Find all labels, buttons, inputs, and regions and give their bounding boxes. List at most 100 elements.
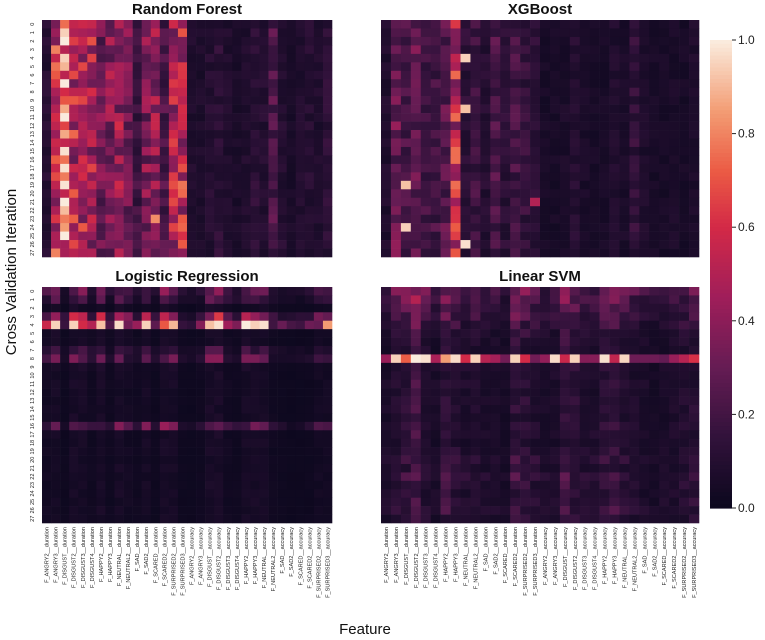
heatmap-cell (51, 455, 61, 465)
heatmap-cell (540, 438, 551, 448)
heatmap-cell (51, 362, 61, 372)
feature-tick-label: F_DISGUST4__duration (434, 527, 440, 588)
heatmap-cell (205, 20, 215, 29)
heatmap-cell (520, 130, 531, 139)
heatmap-cell (313, 45, 324, 55)
heatmap-cell (114, 405, 124, 414)
heatmap-cell (639, 163, 650, 173)
heatmap-cell (105, 337, 115, 347)
heatmap-cell (679, 295, 690, 305)
heatmap-cell (87, 320, 97, 330)
heatmap-cell (259, 130, 269, 139)
heatmap-cell (649, 489, 660, 499)
heatmap-cell (132, 214, 142, 224)
heatmap-cell (205, 53, 215, 63)
heatmap-cell (141, 180, 152, 190)
row-tick-label: 6 (30, 340, 36, 343)
heatmap-cell (400, 172, 412, 182)
heatmap-cell (241, 320, 251, 330)
heatmap-cell (540, 514, 551, 524)
heatmap-cell (114, 472, 124, 482)
heatmap-cell (390, 489, 402, 499)
heatmap-cell (629, 312, 640, 322)
feature-tick-label: F_DISGUST3__duration (81, 527, 87, 588)
heatmap-cell (114, 79, 124, 89)
heatmap-cell (105, 53, 115, 63)
heatmap-cell (400, 287, 412, 296)
heatmap-cell (679, 172, 690, 182)
heatmap-cell (659, 96, 670, 105)
heatmap-cell (470, 155, 481, 165)
heatmap-cell (420, 379, 431, 389)
heatmap-cell (132, 62, 142, 72)
heatmap-cell (460, 413, 471, 423)
heatmap-cell (669, 346, 680, 355)
heatmap-cell (141, 379, 152, 389)
heatmap-panel: XGBoost (381, 1, 700, 258)
heatmap-cell (268, 421, 278, 431)
heatmap-cell (689, 121, 700, 131)
heatmap-cell (381, 197, 392, 207)
heatmap-cell (42, 295, 52, 305)
heatmap-cell (500, 489, 511, 499)
heatmap-cell (500, 320, 511, 330)
heatmap-cell (177, 455, 188, 465)
heatmap-cell (549, 464, 561, 473)
panel-title: XGBoost (508, 1, 572, 18)
heatmap-cell (268, 464, 278, 473)
feature-tick-label: F_SCARED__accuracy (662, 527, 668, 586)
heatmap-cell (232, 206, 242, 215)
heatmap-cell (410, 497, 422, 507)
heatmap-cell (69, 231, 79, 241)
heatmap-cell (520, 438, 531, 448)
heatmap-cell (114, 303, 124, 313)
heatmap-cell (609, 438, 620, 448)
heatmap-cell (232, 113, 242, 122)
heatmap-cell (500, 329, 511, 338)
heatmap-cell (540, 287, 551, 296)
heatmap-cell (659, 223, 670, 232)
heatmap-cell (659, 362, 670, 372)
heatmap-cell (114, 312, 124, 322)
heatmap-cell (277, 79, 287, 89)
heatmap-cell (105, 455, 115, 465)
heatmap-cell (250, 295, 260, 305)
heatmap-cell (268, 362, 278, 372)
heatmap-cell (313, 70, 324, 80)
heatmap-cell (51, 248, 61, 258)
heatmap-cell (619, 28, 630, 38)
heatmap-cell (223, 155, 233, 165)
heatmap-cell (241, 20, 251, 29)
heatmap-cell (322, 421, 333, 431)
heatmap-cell (549, 70, 561, 80)
heatmap-cell (549, 472, 561, 482)
heatmap-cell (241, 346, 251, 355)
heatmap-cell (679, 421, 690, 431)
heatmap-cell (322, 379, 333, 389)
heatmap-cell (241, 130, 251, 139)
heatmap-cell (141, 413, 152, 423)
heatmap-cell (196, 20, 206, 29)
heatmap-cell (42, 287, 52, 296)
heatmap-cell (232, 96, 242, 105)
heatmap-cell (490, 480, 501, 490)
heatmap-cell (168, 197, 179, 207)
heatmap-cell (679, 489, 690, 499)
heatmap-cell (114, 146, 124, 156)
heatmap-cell (87, 20, 97, 29)
heatmap-cell (629, 413, 640, 423)
colorbar-segment (710, 51, 732, 57)
heatmap-cell (313, 197, 324, 207)
heatmap-cell (168, 506, 179, 515)
heatmap-cell (589, 421, 600, 431)
heatmap-cell (96, 489, 106, 499)
feature-tick-label: F_SCARED2__accuracy (672, 527, 678, 589)
heatmap-cell (168, 320, 179, 330)
row-tick-label: 21 (30, 199, 36, 205)
heatmap-cell (679, 113, 690, 122)
heatmap-cell (159, 28, 170, 38)
heatmap-cell (569, 430, 581, 440)
heatmap-cell (223, 506, 233, 515)
heatmap-cell (589, 20, 600, 29)
heatmap-cell (569, 464, 581, 473)
